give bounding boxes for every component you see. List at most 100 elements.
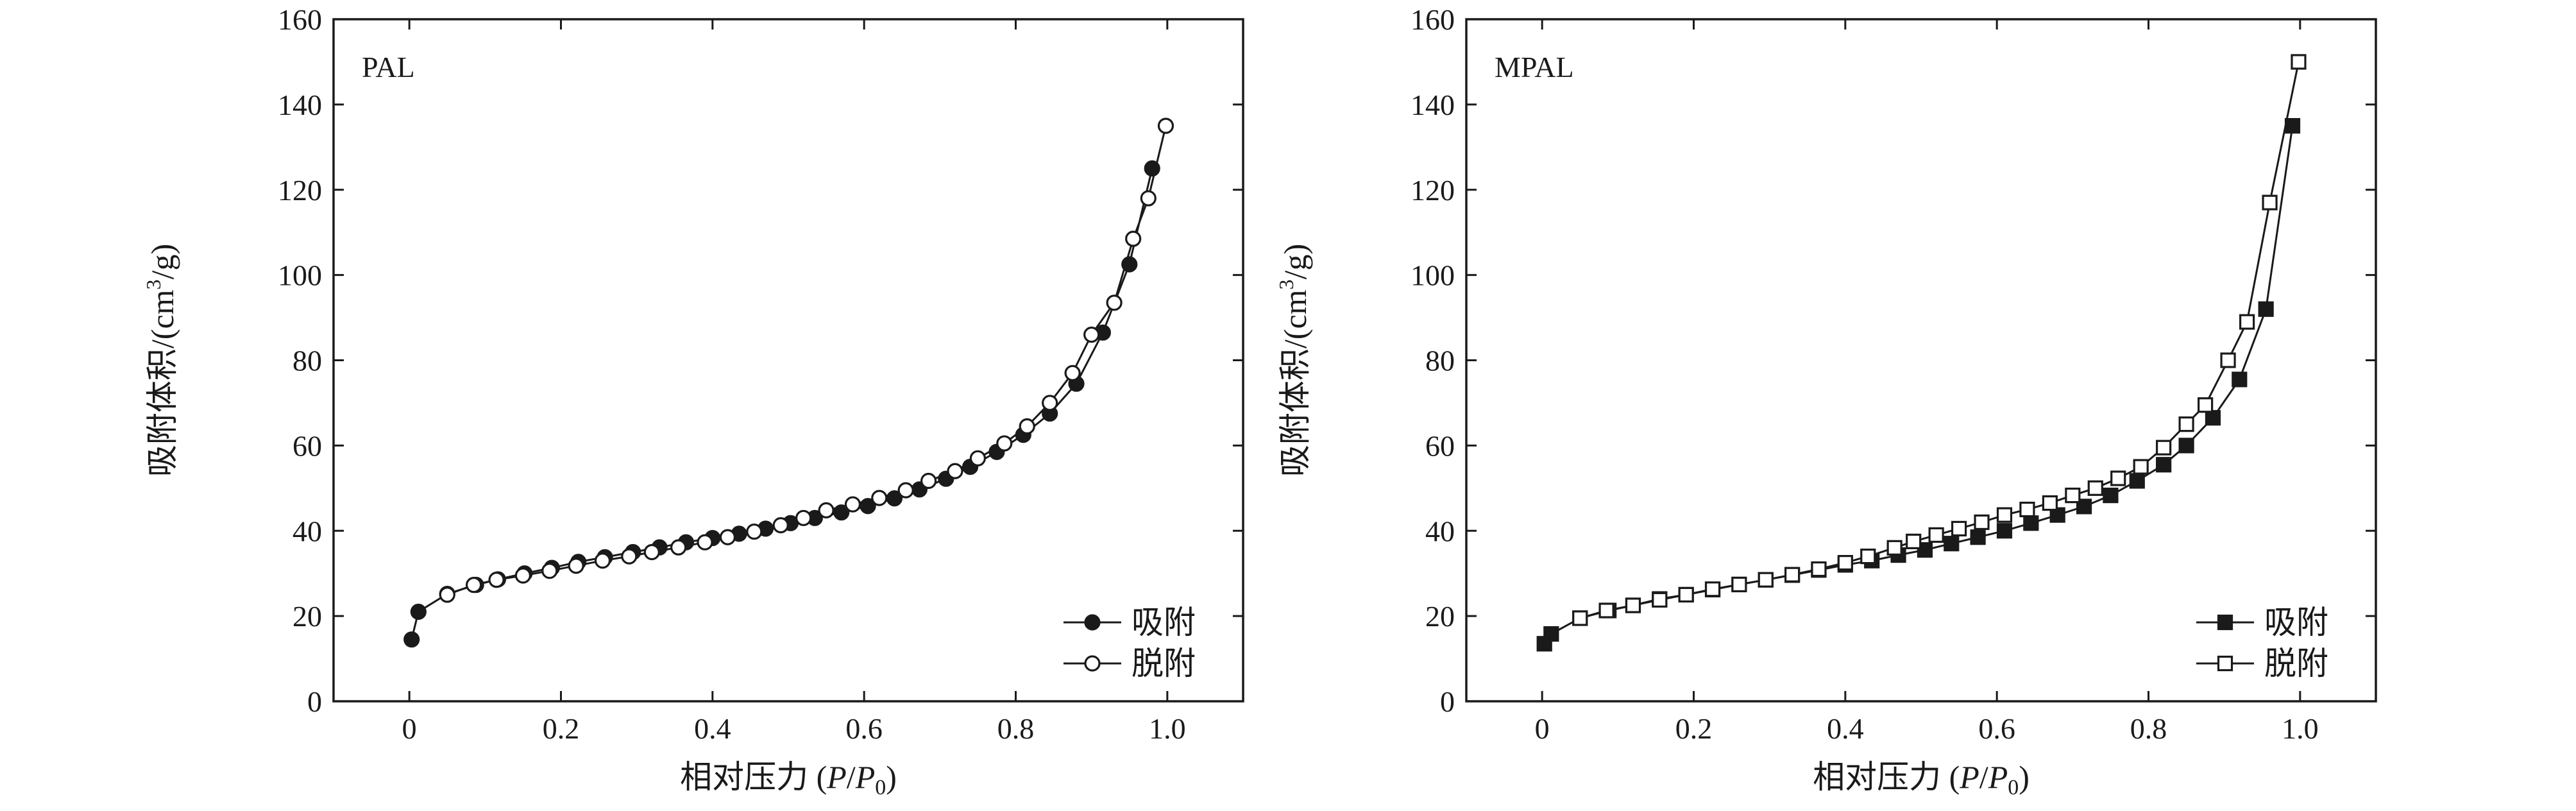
legend-marker [2217, 614, 2233, 631]
x-tick-label: 0.4 [694, 712, 731, 745]
y-tick-label: 160 [278, 3, 322, 36]
x-axis-title-text: 相对压力 ( [1813, 759, 1960, 795]
y-tick-label: 100 [278, 259, 322, 292]
data-point [746, 523, 763, 540]
data-point [2178, 438, 2194, 454]
data-point [969, 450, 987, 466]
y-axis-title-superscript: 3 [142, 279, 165, 289]
x-tick-label: 1.0 [1149, 712, 1186, 745]
x-axis-title-text: 相对压力 ( [680, 759, 827, 795]
x-axis-title-var: P [855, 759, 876, 795]
y-axis-title: 吸附体积/(cm3/g) [1275, 244, 1313, 477]
y-axis-title-text: 吸附体积/(cm [1277, 289, 1313, 477]
y-tick-label: 120 [1411, 174, 1455, 207]
data-point [996, 435, 1013, 452]
data-point [2220, 352, 2236, 368]
y-tick-label: 160 [1411, 3, 1455, 36]
legend-marker [1084, 655, 1101, 672]
y-tick-label: 100 [1411, 259, 1455, 292]
series-line [1543, 125, 2294, 645]
data-point [2178, 416, 2194, 432]
plot-frame [1465, 18, 2377, 703]
data-point [2291, 54, 2307, 70]
data-point [1811, 561, 1827, 577]
y-tick-label: 20 [1425, 600, 1455, 633]
y-tick-label: 0 [1440, 685, 1455, 718]
data-point [2205, 410, 2221, 426]
data-point [2076, 499, 2092, 515]
y-tick-label: 60 [1425, 429, 1455, 462]
data-point [2156, 457, 2172, 473]
y-tick-label: 140 [278, 89, 322, 121]
data-point [410, 603, 427, 620]
data-point [1731, 576, 1747, 593]
series-desorption [439, 117, 1174, 603]
x-tick-label: 0.6 [845, 712, 883, 745]
data-point [2065, 488, 2081, 504]
data-point [1974, 514, 1990, 531]
data-point [2262, 194, 2278, 210]
data-point [1928, 527, 1944, 543]
data-point [2239, 314, 2255, 330]
data-point [1944, 536, 1960, 552]
y-tick-label: 80 [292, 345, 322, 377]
data-point [1572, 610, 1588, 626]
data-point [670, 539, 687, 556]
data-point [1042, 395, 1058, 411]
x-tick-label: 0.2 [1675, 712, 1713, 745]
x-axis-title-subscript: 0 [875, 776, 886, 799]
y-tick-label: 60 [292, 429, 322, 462]
x-axis-title-slash: / [847, 759, 856, 795]
data-point [403, 631, 420, 648]
data-point [1837, 554, 1853, 571]
data-point [439, 586, 455, 603]
data-point [1678, 586, 1694, 603]
data-point [488, 572, 505, 588]
series-adsorption [1536, 117, 2301, 652]
data-point [697, 534, 713, 551]
data-point [1996, 523, 2013, 539]
chart-panel-2: 0 0.2 0.4 0.6 0.8 1.0 0 20 40 60 80 100 120 140 160 MPA… [1275, 3, 2377, 799]
data-point [466, 577, 482, 593]
data-point [947, 463, 963, 479]
y-axis-title-text: 吸附体积/(cm [144, 289, 180, 477]
data-point [2284, 117, 2301, 134]
data-point [1758, 572, 1774, 588]
legend-label: 吸附 [1131, 604, 1196, 640]
y-tick-label: 80 [1425, 345, 1455, 377]
x-axis-title: 相对压力 (P/P0) [680, 759, 897, 799]
data-point [1083, 327, 1100, 343]
x-axis-title-text: ) [886, 759, 897, 795]
y-axis-title-text: /g) [144, 244, 180, 280]
panel-label: MPAL [1495, 51, 1574, 83]
data-point [1970, 529, 1986, 545]
y-axis-title-text: /g) [1277, 244, 1313, 280]
data-point [2019, 501, 2035, 518]
data-point [2023, 515, 2039, 531]
data-point [1704, 581, 1721, 597]
legend-label: 脱附 [2264, 645, 2328, 681]
data-point [920, 472, 937, 490]
data-point [2133, 459, 2149, 475]
legend-marker [1084, 614, 1101, 631]
data-point [1860, 549, 1876, 565]
data-point [795, 509, 812, 526]
x-axis-title: 相对压力 (P/P0) [1813, 759, 2029, 799]
y-tick-label: 40 [1425, 515, 1455, 547]
data-point [818, 502, 835, 518]
x-tick-label: 0.8 [2130, 712, 2167, 745]
y-axis-title: 吸附体积/(cm3/g) [142, 244, 180, 477]
data-point [1064, 364, 1081, 382]
data-point [2129, 473, 2145, 489]
data-point [1106, 295, 1123, 311]
y-tick-label: 0 [307, 685, 322, 718]
data-point [1125, 230, 1142, 247]
data-point [1951, 520, 1967, 537]
x-axis-title-slash: / [1979, 759, 1988, 795]
data-point [514, 567, 532, 584]
data-point [871, 490, 888, 506]
data-point [1906, 533, 1922, 549]
x-axis-title-var: P [826, 759, 847, 795]
y-axis-title-superscript: 3 [1275, 279, 1298, 289]
